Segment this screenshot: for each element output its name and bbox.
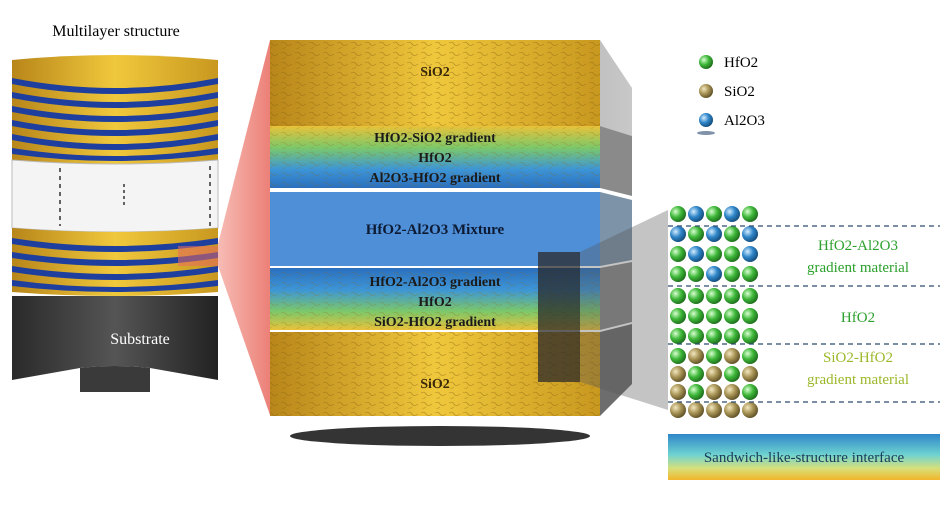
hfo2-atom [724,288,740,304]
hfo2-atom [742,384,758,400]
sio2-atom [706,384,722,400]
hfo2-atom [742,308,758,324]
sio2-atom [688,348,704,364]
hfo2-atom [724,328,740,344]
hfo2-atom [742,266,758,282]
atom-panel [668,206,940,418]
al2o3-atom [706,226,722,242]
hfo2-atom [742,206,758,222]
sio2-atom [742,402,758,418]
hfo2-atom [688,328,704,344]
label-hfo2-al2o3-gradient: HfO2-Al2O3 gradient [369,275,500,290]
hfo2-atom [724,366,740,382]
hfo2-atom [670,246,686,262]
sio2-atom [670,366,686,382]
hfo2-atom [724,266,740,282]
hfo2-atom [670,348,686,364]
label-al2o3-hfo2-gradient: Al2O3-HfO2 gradient [369,171,500,186]
hfo2-atom [670,308,686,324]
zoom-projection [580,210,668,410]
zoom-fan [218,40,270,415]
label-hfo2-sio2-gradient: HfO2-SiO2 gradient [374,131,496,146]
sio2-legend-icon [699,84,713,98]
hfo2-atom [670,206,686,222]
hfo2-atom [706,328,722,344]
lower-stripes [12,238,218,292]
al2o3-atom [742,226,758,242]
sio2-atom [688,402,704,418]
hfo2-atom [688,366,704,382]
hfo2-atom [670,266,686,282]
hfo2-atom [670,288,686,304]
hfo2-atom [688,308,704,324]
interface-bar [668,434,940,480]
label-mixture: HfO2-Al2O3 Mixture [366,222,505,238]
hfo2-atom [670,328,686,344]
label-gradient-material-1: gradient material [807,260,909,276]
label-sio2-hfo2-material: SiO2-HfO2 [823,350,893,366]
interface-label: Sandwich-like-structure interface [704,450,905,466]
sio2-atom [724,348,740,364]
sio2-atom [724,402,740,418]
hfo2-legend-icon [699,55,713,69]
al2o3-legend-icon [699,113,713,127]
hfo2-atom [742,328,758,344]
hfo2-atom [742,288,758,304]
sio2-atom [724,384,740,400]
hfo2-atom [742,348,758,364]
legend-label-sio2: SiO2 [724,84,755,100]
hfo2-atom [724,246,740,262]
layer-stack [270,40,632,446]
al2o3-atom [670,226,686,242]
hfo2-atom [688,266,704,282]
label-top-sio2: SiO2 [420,65,450,80]
atom-grid [670,206,758,418]
sio2-atom [742,366,758,382]
hfo2-atom [688,226,704,242]
hfo2-atom [688,288,704,304]
al2o3-atom [742,246,758,262]
label-sio2-hfo2-gradient: SiO2-HfO2 gradient [374,315,496,330]
hfo2-atom [706,206,722,222]
label-hfo2-bottom: HfO2 [418,295,451,310]
legend-label-hfo2: HfO2 [724,55,758,71]
highlight-region [178,246,218,266]
sio2-atom [670,402,686,418]
multilayer-column [11,55,219,392]
hfo2-atom [706,288,722,304]
al2o3-atom [688,246,704,262]
label-hfo2-al2o3-material: HfO2-Al2O3 [818,238,898,254]
hfo2-atom [706,246,722,262]
legend-label-al2o3: Al2O3 [724,113,765,129]
stack-shadow [290,426,590,446]
legend [697,55,715,135]
sio2-atom [706,402,722,418]
sio2-atom [670,384,686,400]
al2o3-atom [724,206,740,222]
label-hfo2-material: HfO2 [841,310,875,326]
label-bottom-sio2: SiO2 [420,377,450,392]
hfo2-atom [724,226,740,242]
label-hfo2-top: HfO2 [418,151,451,166]
hfo2-atom [724,308,740,324]
hfo2-atom [706,348,722,364]
al2o3-atom [706,266,722,282]
label-gradient-material-2: gradient material [807,372,909,388]
hfo2-atom [706,308,722,324]
substrate-label: Substrate [110,331,170,348]
al2o3-atom [688,206,704,222]
zoom-box [538,252,580,382]
multilayer-title: Multilayer structure [52,23,180,40]
upper-stripes [12,78,218,161]
sio2-atom [706,366,722,382]
substrate-block [12,296,218,380]
hfo2-atom [688,384,704,400]
